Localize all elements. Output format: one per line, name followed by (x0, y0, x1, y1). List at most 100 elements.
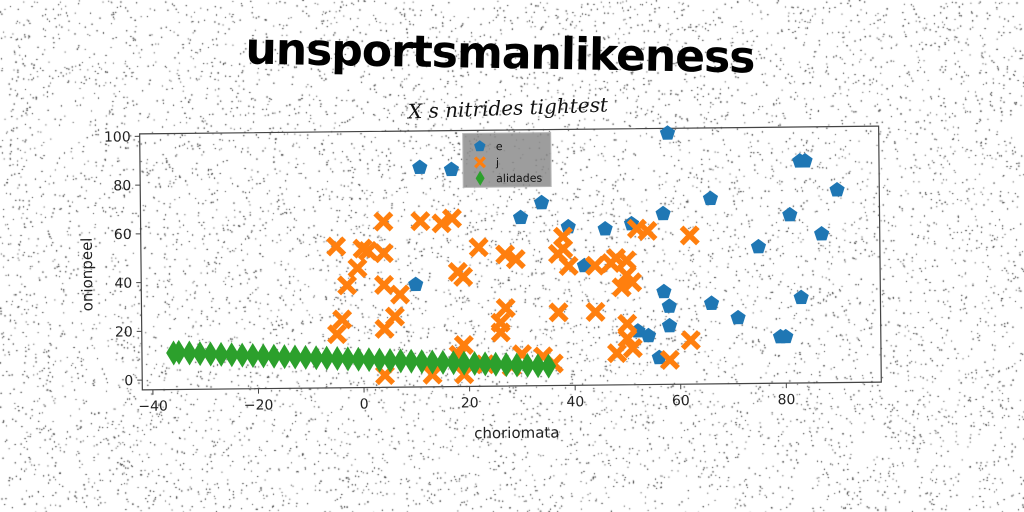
legend-label-e: e (496, 140, 503, 153)
point-j (374, 318, 395, 339)
point-j (441, 208, 463, 229)
y-tick-label: 80 (113, 178, 131, 194)
point-alidades (467, 350, 483, 376)
series-e (408, 125, 845, 365)
point-e (640, 327, 657, 343)
point-j (337, 275, 358, 296)
point-alidades (530, 353, 546, 379)
point-j (422, 364, 443, 385)
y-tick-label: 60 (114, 227, 132, 243)
point-e (703, 295, 720, 310)
point-alidades (498, 352, 514, 378)
legend-marker-j (473, 156, 487, 169)
point-j (622, 272, 643, 293)
point-j (505, 249, 526, 270)
point-alidades (393, 348, 409, 374)
point-alidades (245, 343, 261, 369)
point-e (656, 283, 672, 299)
point-alidades (488, 351, 504, 377)
y-tick-label: 20 (115, 324, 133, 340)
x-axis-label: choriomata (474, 423, 560, 442)
x-tick-label: 0 (360, 396, 369, 412)
point-alidades (509, 352, 525, 378)
point-alidades (541, 353, 557, 379)
point-j (584, 255, 606, 276)
point-alidades (192, 341, 208, 367)
x-tick-label: 40 (566, 394, 584, 410)
point-alidades (319, 345, 335, 371)
point-j (410, 211, 431, 232)
y-axis: 0 20 40 60 80 100 (104, 129, 143, 389)
point-e (782, 206, 798, 222)
point-j (617, 328, 638, 349)
point-alidades (446, 350, 462, 376)
point-alidades (414, 349, 430, 375)
point-j (468, 237, 489, 258)
point-e (412, 159, 428, 174)
point-alidades (372, 347, 388, 373)
point-alidades (456, 350, 472, 376)
chart-subtitle: X s nitrides tightest (406, 92, 610, 123)
point-e (597, 221, 613, 236)
point-e (533, 194, 550, 210)
x-tick-label: 20 (461, 395, 479, 411)
point-alidades (203, 341, 219, 367)
point-e (702, 190, 719, 206)
point-j (680, 330, 701, 351)
point-e (443, 161, 460, 177)
point-j (490, 322, 511, 343)
point-alidades (361, 347, 377, 373)
y-tick-label: 100 (104, 129, 131, 145)
point-j (453, 266, 474, 287)
point-j (373, 243, 394, 264)
point-j (332, 309, 353, 330)
point-j (327, 324, 348, 345)
point-j (611, 277, 632, 298)
point-e (829, 181, 845, 197)
point-alidades (308, 345, 324, 371)
legend: ej alidades (462, 132, 552, 188)
y-tick-label: 0 (124, 373, 133, 389)
point-e (512, 209, 529, 225)
point-alidades (181, 340, 197, 366)
legend-label-j: j (495, 156, 499, 169)
point-alidades (403, 348, 419, 374)
point-e (408, 276, 424, 292)
point-j (357, 240, 378, 262)
point-e (659, 125, 676, 140)
point-j (679, 225, 700, 246)
plot-frame (139, 125, 882, 391)
legend-marker-e (474, 140, 486, 152)
point-e (661, 298, 677, 313)
y-tick-label: 40 (114, 276, 132, 292)
x-tick-label: 60 (672, 393, 690, 409)
point-alidades (255, 343, 271, 369)
point-e (814, 226, 830, 241)
point-j (616, 250, 637, 271)
y-axis-label: onionpeel (78, 237, 97, 311)
point-j (453, 334, 474, 356)
point-alidades (382, 347, 398, 373)
series-alidades (166, 339, 557, 379)
x-tick-label: −40 (138, 399, 168, 415)
point-alidades (277, 344, 293, 370)
point-j (326, 236, 347, 257)
point-e (778, 328, 794, 344)
point-j (431, 213, 452, 234)
point-e (793, 289, 809, 305)
point-alidades (350, 346, 366, 372)
point-j (617, 313, 638, 334)
point-alidades (340, 346, 356, 372)
point-j (659, 349, 680, 371)
point-j (585, 301, 606, 323)
point-alidades (213, 341, 229, 367)
point-alidades (424, 349, 440, 375)
x-axis: −40 −20 0 20 40 60 80 (138, 383, 795, 415)
point-e (730, 309, 746, 325)
data-marks (166, 125, 845, 386)
point-e (797, 153, 813, 168)
point-j (389, 284, 411, 305)
point-alidades (287, 344, 303, 370)
